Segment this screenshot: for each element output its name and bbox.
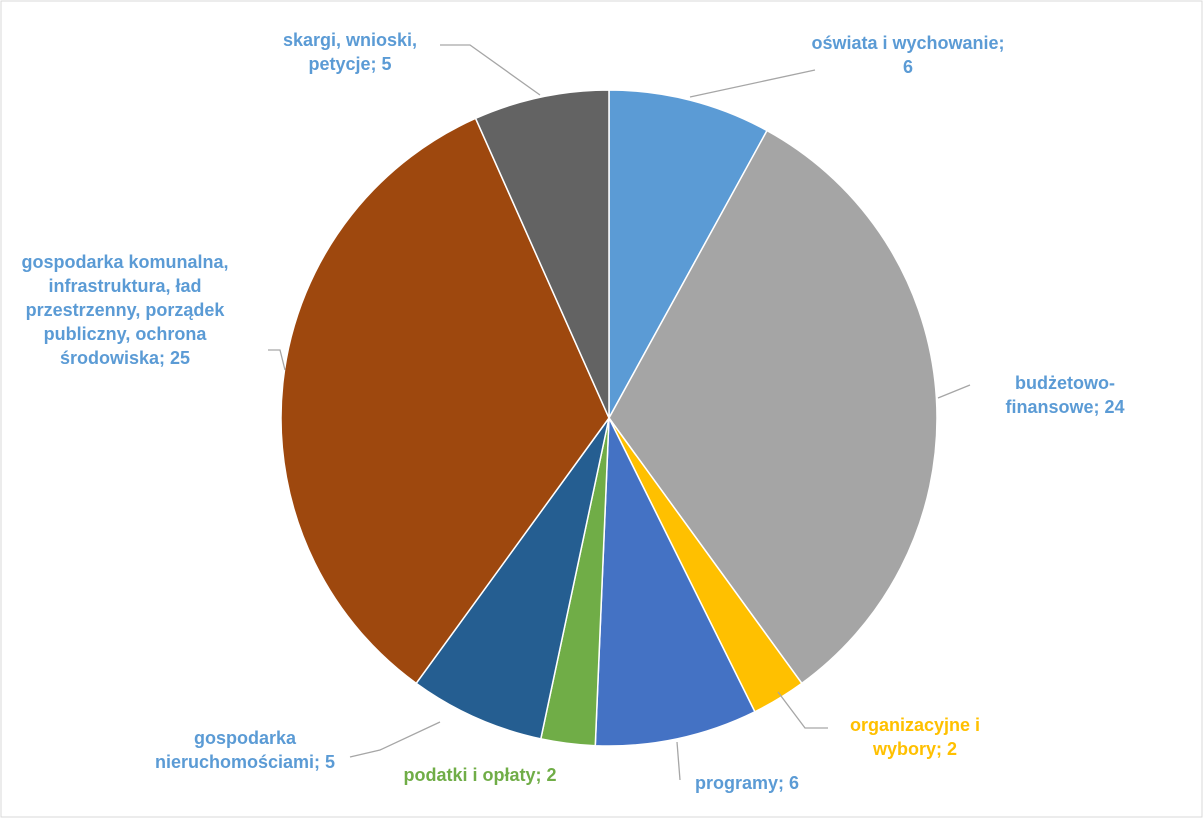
slice [608, 89, 769, 419]
value-label: ; 25 [159, 348, 191, 368]
leader-line [440, 44, 541, 96]
leader-line [937, 384, 971, 399]
value-label: ; 24 [1093, 397, 1125, 417]
value-label: ; 2 [936, 739, 958, 759]
leader-line [268, 349, 286, 371]
category-label: gospodarka komunalna, infrastruktura, ła… [21, 252, 229, 368]
value-label: ; 5 [370, 54, 392, 74]
category-label: budżetowo-finansowe [1005, 373, 1115, 417]
category-label: organizacyjne i wybory [849, 715, 981, 759]
leader-line [349, 721, 441, 758]
data-label: organizacyjne i wybory; 2 [820, 713, 1010, 761]
value-label: ; 6 [778, 773, 800, 793]
value-label: ; 5 [314, 752, 336, 772]
leader-lines [268, 44, 971, 781]
value-label: ; 2 [535, 765, 557, 785]
slice [474, 89, 610, 419]
slice [594, 417, 756, 747]
data-label: skargi, wnioski, petycje; 5 [255, 28, 445, 76]
data-label: budżetowo-finansowe; 24 [980, 371, 1150, 419]
slice [280, 117, 610, 685]
leader-line [676, 741, 681, 781]
category-label: oświata i wychowanie [811, 33, 999, 53]
category-label: programy [694, 773, 778, 793]
category-label: skargi, wnioski, petycje [282, 30, 418, 74]
leader-line [777, 691, 828, 729]
category-label: podatki i opłaty [403, 765, 536, 785]
slice [608, 129, 938, 685]
data-label: oświata i wychowanie; 6 [808, 31, 1008, 79]
data-label: programy; 6 [667, 771, 827, 795]
category-label: gospodarka nieruchomościami [154, 728, 315, 772]
leader-line [689, 69, 816, 98]
data-label: gospodarka nieruchomościami; 5 [145, 726, 345, 774]
data-label: podatki i opłaty; 2 [360, 763, 600, 787]
data-label: gospodarka komunalna, infrastruktura, ła… [10, 250, 240, 370]
value-label: ; 6 [902, 33, 1005, 77]
slice [415, 417, 610, 740]
slices [280, 89, 938, 747]
